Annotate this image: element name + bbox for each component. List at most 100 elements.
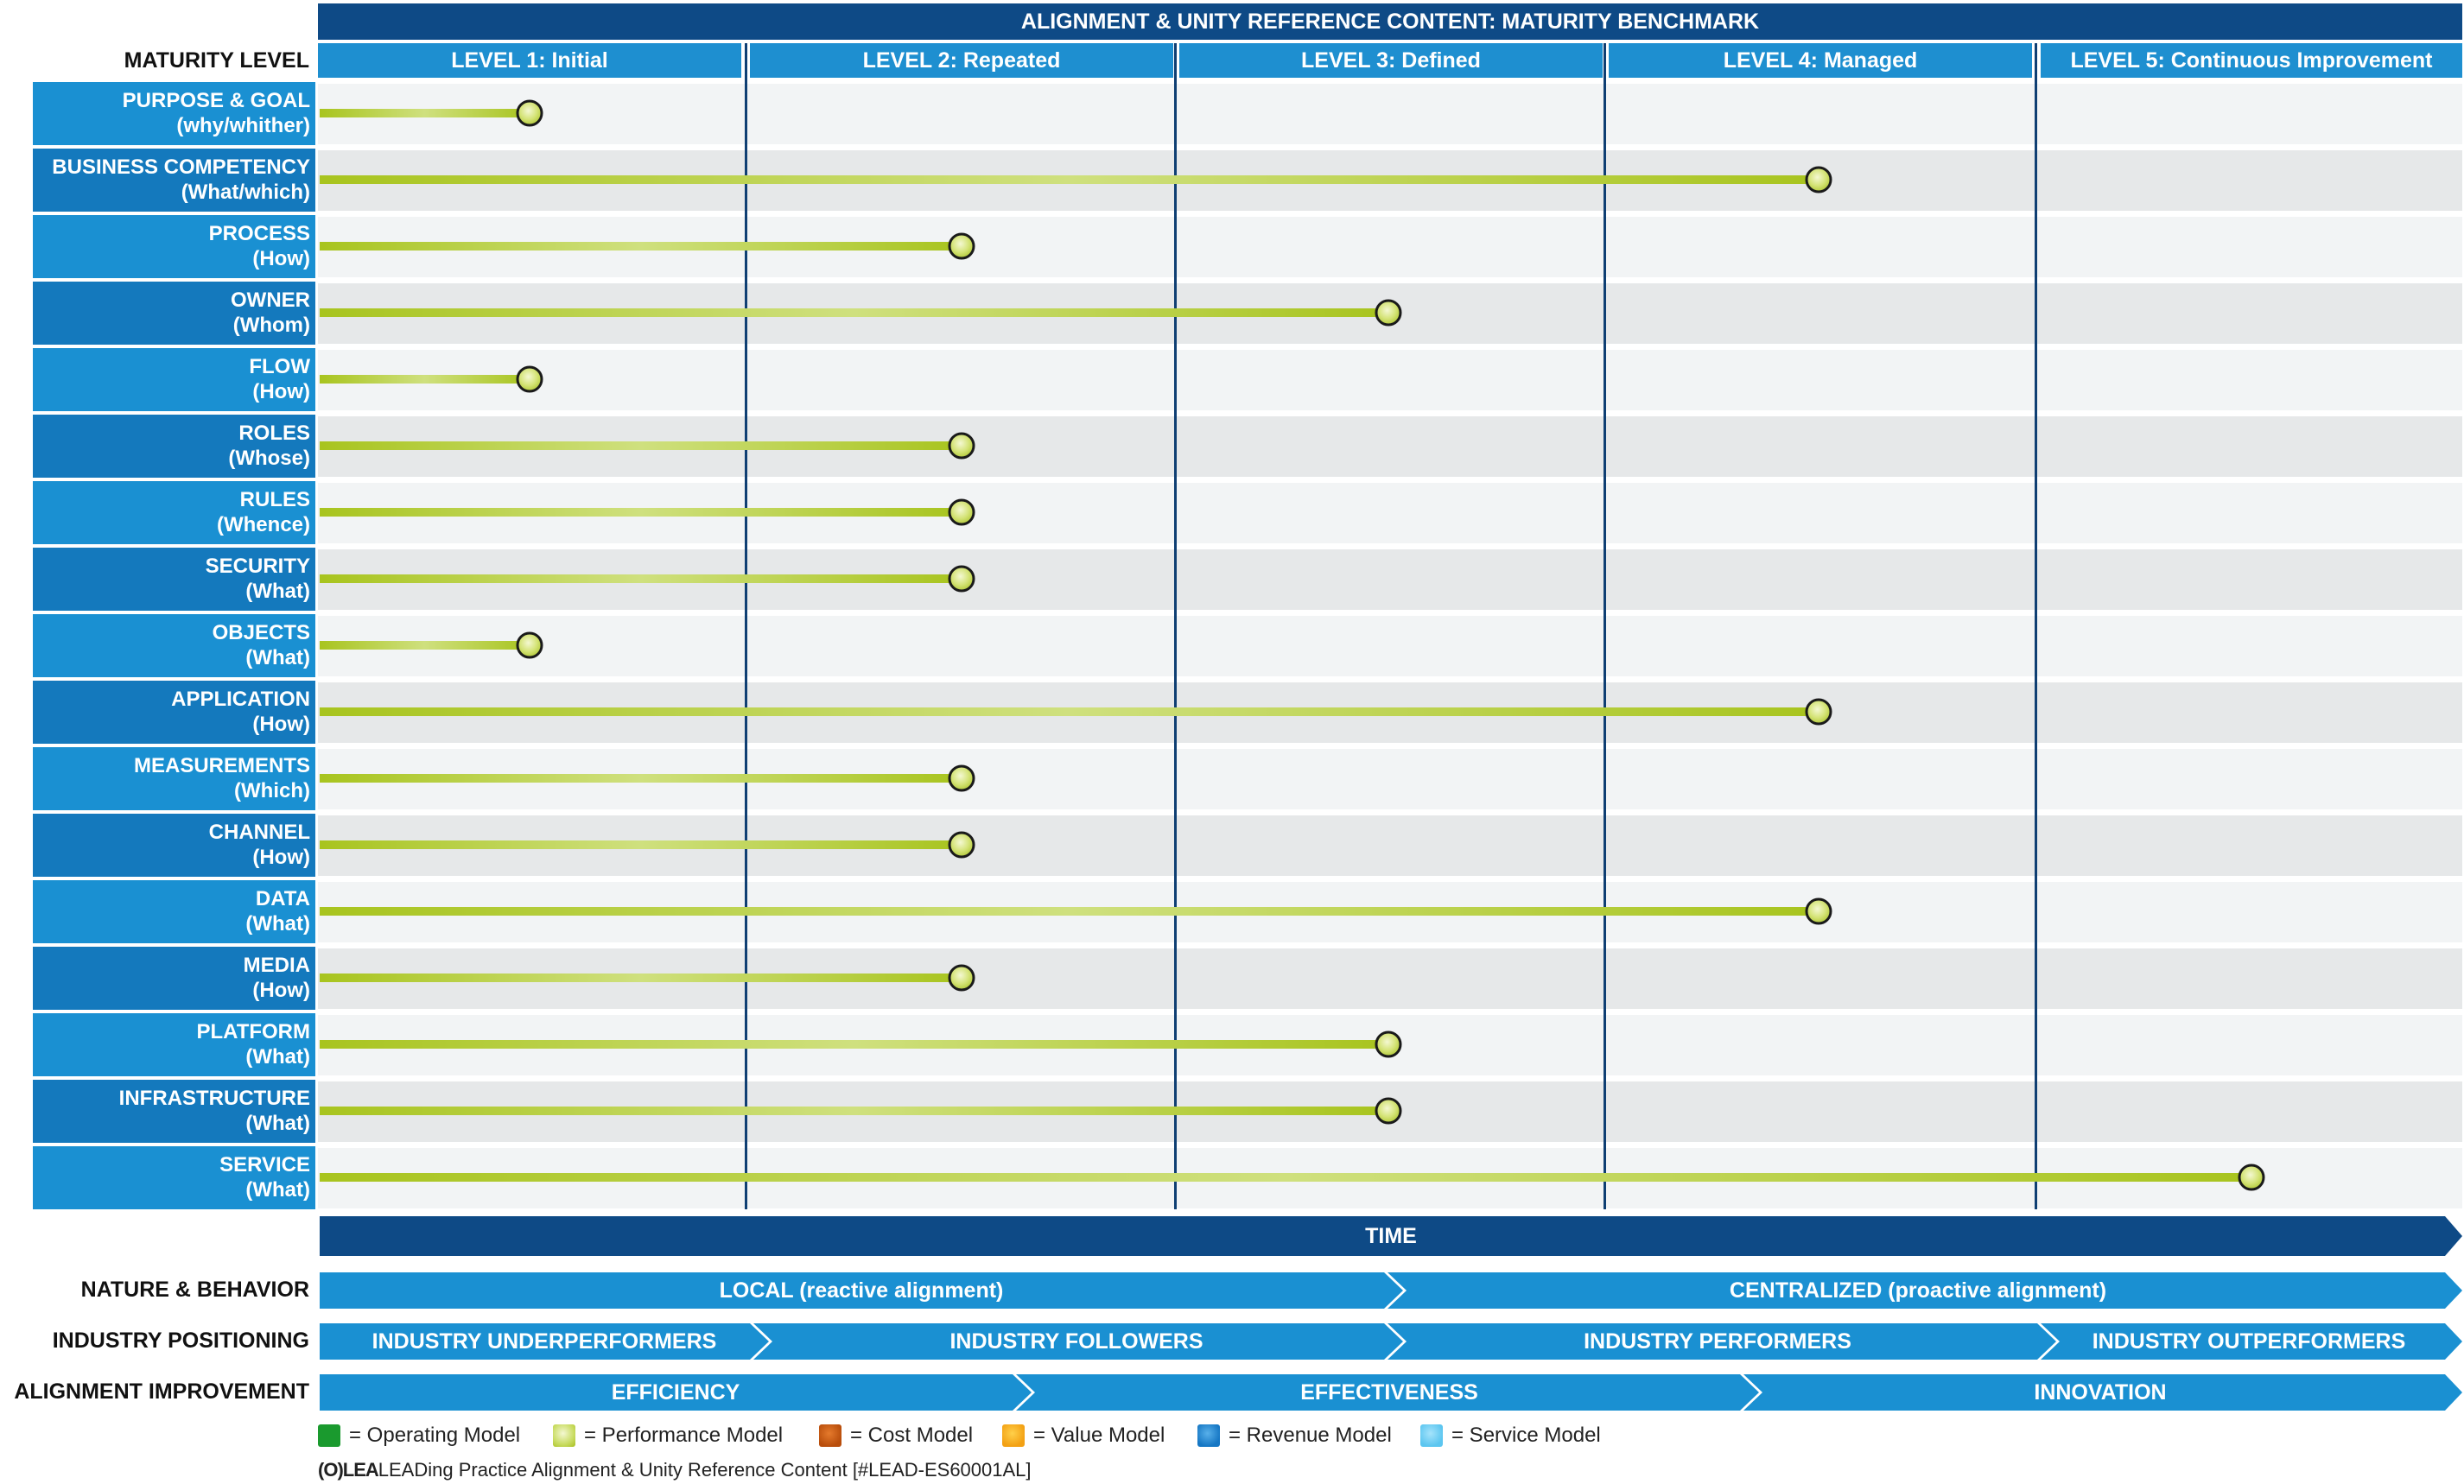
row-sub: (What) <box>245 912 310 935</box>
legend-label: = Cost Model <box>850 1424 974 1447</box>
row-sub: (How) <box>252 713 310 736</box>
row-background <box>318 84 2462 144</box>
maturity-bar <box>320 375 530 384</box>
row-label-process: PROCESS (How) <box>33 215 315 278</box>
nature-arrow-1 <box>320 1272 1403 1309</box>
row-label-media: MEDIA (How) <box>33 947 315 1010</box>
industry-arrow-3 <box>1388 1323 2056 1360</box>
row-label-flow: FLOW (How) <box>33 348 315 411</box>
maturity-bar <box>320 242 962 251</box>
row-name: SERVICE <box>219 1153 310 1176</box>
row-label-roles: ROLES (Whose) <box>33 415 315 478</box>
industry-segment-2: INDUSTRY FOLLOWERS <box>949 1329 1203 1354</box>
level-divider-2 <box>1174 43 1177 1209</box>
nature-segment-1: LOCAL (reactive alignment) <box>719 1278 1004 1303</box>
revenue-model-swatch <box>1197 1424 1220 1447</box>
maturity-bar <box>320 109 530 117</box>
maturity-dot <box>516 99 543 127</box>
nature-behavior-label: NATURE & BEHAVIOR <box>80 1278 309 1302</box>
row-sub: (How) <box>252 979 310 1002</box>
maturity-level-label: MATURITY LEVEL <box>124 48 309 73</box>
maturity-dot <box>1805 166 1832 193</box>
maturity-dot <box>948 764 975 792</box>
maturity-dot <box>948 498 975 526</box>
level-header-3: LEVEL 3: Defined <box>1179 43 1603 78</box>
industry-segment-1: INDUSTRY UNDERPERFORMERS <box>372 1329 717 1354</box>
level-divider-1 <box>745 43 747 1209</box>
row-name: RULES <box>239 488 310 511</box>
industry-arrow-1 <box>320 1323 769 1360</box>
row-sub: (What) <box>245 580 310 603</box>
row-name: SECURITY <box>205 555 310 578</box>
maturity-bar <box>320 1107 1388 1115</box>
value-model-swatch <box>1002 1424 1025 1447</box>
nature-segment-2: CENTRALIZED (proactive alignment) <box>1729 1278 2107 1303</box>
row-sub: (How) <box>252 247 310 270</box>
maturity-dot <box>948 232 975 260</box>
row-name: BUSINESS COMPETENCY <box>52 155 310 179</box>
service-model-swatch <box>1420 1424 1443 1447</box>
level-header-2: LEVEL 2: Repeated <box>750 43 1173 78</box>
alignment-arrow-3 <box>1743 1374 2462 1411</box>
operating-model-swatch <box>318 1424 340 1447</box>
maturity-bar <box>320 774 962 783</box>
industry-positioning-label: INDUSTRY POSITIONING <box>52 1329 309 1353</box>
maturity-bar <box>320 175 1819 184</box>
industry-arrow-4 <box>2041 1323 2462 1360</box>
alignment-segment-2: EFFECTIVENESS <box>1300 1380 1478 1405</box>
maturity-bar <box>320 840 962 849</box>
row-sub: (why/whither) <box>176 114 310 137</box>
row-label-business-competency: BUSINESS COMPETENCY (What/which) <box>33 149 315 212</box>
row-sub: (What/which) <box>181 181 310 204</box>
row-label-measurements: MEASUREMENTS (Which) <box>33 747 315 810</box>
title-banner: ALIGNMENT & UNITY REFERENCE CONTENT: MAT… <box>318 3 2462 40</box>
row-label-channel: CHANNEL (How) <box>33 814 315 877</box>
maturity-bar <box>320 441 962 450</box>
maturity-dot <box>948 964 975 992</box>
row-background <box>318 350 2462 410</box>
maturity-bar <box>320 574 962 583</box>
legend-label: = Performance Model <box>584 1424 784 1447</box>
level-header-1: LEVEL 1: Initial <box>318 43 741 78</box>
maturity-bar <box>320 641 530 650</box>
maturity-bar <box>320 308 1388 317</box>
row-sub: (Whose) <box>228 447 310 470</box>
cost-model-swatch <box>819 1424 841 1447</box>
time-arrow <box>320 1216 2462 1256</box>
maturity-bar <box>320 907 1819 916</box>
footer-text: LEADing Practice Alignment & Unity Refer… <box>378 1459 1032 1481</box>
footer: (O)LEALEADing Practice Alignment & Unity… <box>318 1458 1032 1482</box>
row-sub: (Whom) <box>232 314 310 337</box>
industry-segment-4: INDUSTRY OUTPERFORMERS <box>2092 1329 2406 1354</box>
row-name: OBJECTS <box>212 621 310 644</box>
level-header-4: LEVEL 4: Managed <box>1609 43 2032 78</box>
row-label-owner: OWNER (Whom) <box>33 282 315 345</box>
row-background <box>318 616 2462 676</box>
row-label-application: APPLICATION (How) <box>33 681 315 744</box>
row-name: MEDIA <box>243 954 310 977</box>
row-name: INFRASTRUCTURE <box>118 1087 310 1110</box>
row-label-data: DATA (What) <box>33 880 315 943</box>
legend-label: = Operating Model <box>349 1424 521 1447</box>
nature-arrow-2 <box>1388 1272 2462 1309</box>
maturity-dot <box>1375 299 1402 327</box>
alignment-improvement-label: ALIGNMENT IMPROVEMENT <box>14 1379 309 1404</box>
row-name: OWNER <box>231 289 310 312</box>
row-name: ROLES <box>238 422 310 445</box>
performance-model-swatch <box>553 1424 575 1447</box>
row-label-rules: RULES (Whence) <box>33 481 315 544</box>
row-label-security: SECURITY (What) <box>33 548 315 611</box>
legend-label: = Service Model <box>1451 1424 1601 1447</box>
industry-segment-3: INDUSTRY PERFORMERS <box>1584 1329 1851 1354</box>
maturity-dot <box>948 565 975 593</box>
row-name: CHANNEL <box>208 821 310 844</box>
level-header-5: LEVEL 5: Continuous Improvement <box>2041 43 2462 78</box>
row-sub: (Which) <box>234 779 310 802</box>
row-sub: (What) <box>245 1045 310 1069</box>
alignment-segment-3: INNOVATION <box>2034 1380 2167 1405</box>
alignment-arrow-1 <box>320 1374 1032 1411</box>
maturity-dot <box>2238 1164 2265 1191</box>
time-label: TIME <box>1365 1224 1417 1248</box>
